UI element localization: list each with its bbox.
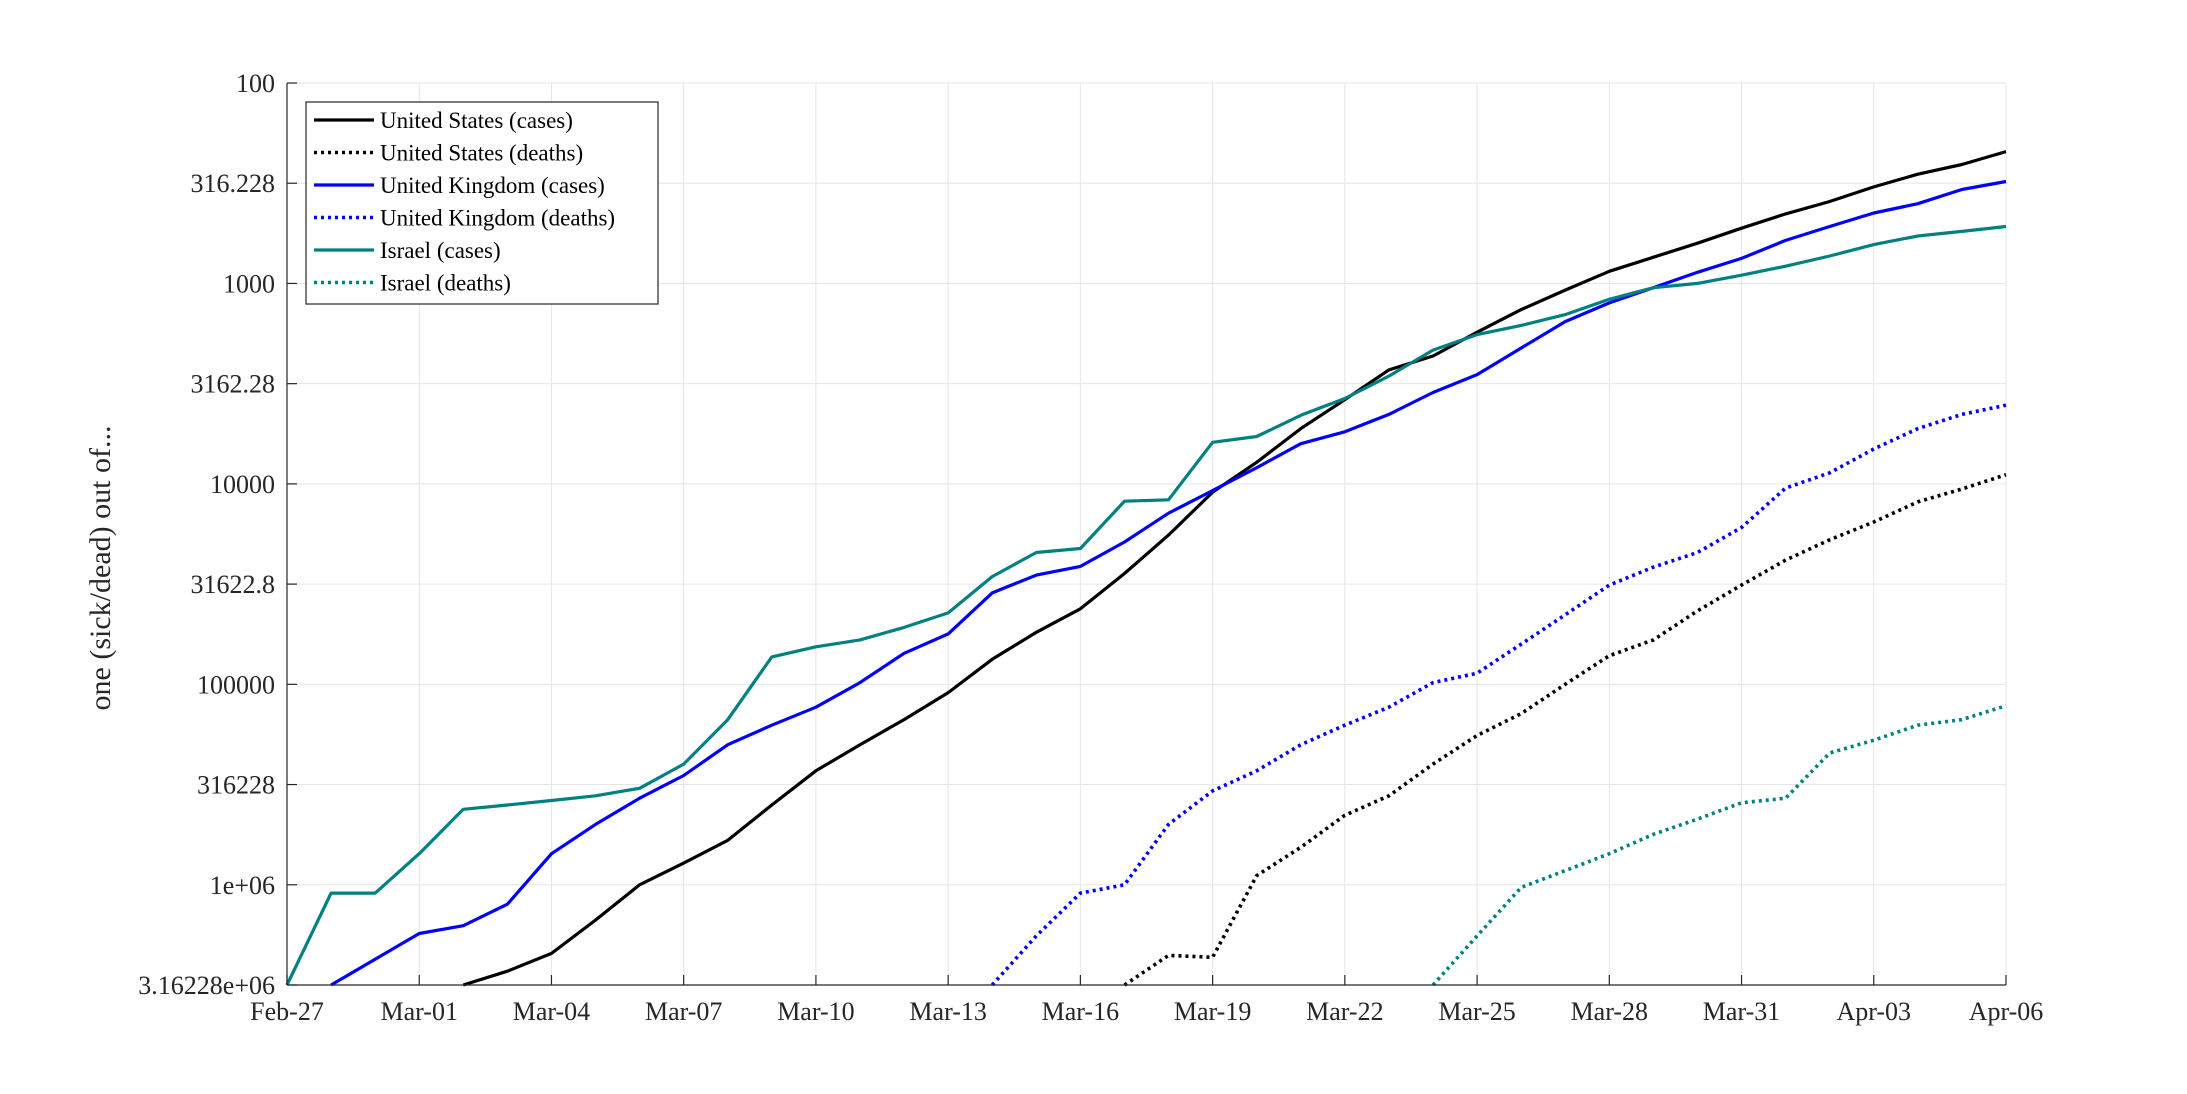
y-tick-label: 3162.28 — [191, 370, 276, 399]
x-tick-label: Mar-31 — [1703, 997, 1780, 1026]
y-tick-label: 100 — [236, 69, 275, 98]
series-line-3 — [990, 403, 2007, 987]
x-tick-label: Mar-13 — [909, 997, 986, 1026]
axes: Feb-27 Mar-01 Mar-04 Mar-07 Mar-10 Mar-13 Mar-… — [138, 69, 2043, 1026]
y-tick-label: 1000 — [223, 269, 275, 298]
legend: United States (cases) United States (deat… — [305, 101, 659, 305]
legend-label: United Kingdom (deaths) — [380, 206, 615, 231]
y-tick-label: 1e+06 — [210, 871, 275, 900]
y-tick-label: 316.228 — [191, 169, 276, 198]
y-tick-label: 100000 — [197, 670, 275, 699]
y-tick-label: 316228 — [197, 771, 275, 800]
x-tick-label: Mar-28 — [1571, 997, 1648, 1026]
x-tick-label: Feb-27 — [250, 997, 324, 1026]
x-tick-label: Mar-25 — [1438, 997, 1515, 1026]
series-line-5 — [1431, 704, 2007, 987]
legend-label: United States (deaths) — [380, 141, 583, 166]
series-line-0 — [462, 150, 2007, 987]
x-tick-label: Mar-01 — [380, 997, 457, 1026]
y-tick-label: 10000 — [210, 470, 275, 499]
x-tick-label: Mar-10 — [777, 997, 854, 1026]
y-tick-label: 31622.8 — [191, 570, 276, 599]
x-tick-label: Mar-22 — [1306, 997, 1383, 1026]
legend-label: Israel (cases) — [380, 238, 501, 263]
series-line-4 — [285, 224, 2007, 986]
legend-label: Israel (deaths) — [380, 271, 511, 296]
legend-box — [305, 101, 659, 305]
x-tick-label: Mar-16 — [1042, 997, 1119, 1026]
legend-label: United Kingdom (cases) — [380, 173, 605, 198]
series-line-1 — [1123, 472, 2007, 987]
x-tick-label: Apr-06 — [1969, 997, 2044, 1026]
series-lines — [285, 150, 2007, 987]
x-tick-label: Mar-19 — [1174, 997, 1251, 1026]
x-tick-label: Apr-03 — [1836, 997, 1911, 1026]
x-tick-label: Mar-04 — [513, 997, 590, 1026]
x-tick-label: Mar-07 — [645, 997, 722, 1026]
series-line-2 — [330, 179, 2007, 987]
grid — [286, 82, 2007, 986]
y-axis-label: one (sick/dead) out of... — [84, 426, 117, 711]
y-tick-label: 3.16228e+06 — [138, 971, 275, 1000]
legend-label: United States (cases) — [380, 108, 573, 133]
